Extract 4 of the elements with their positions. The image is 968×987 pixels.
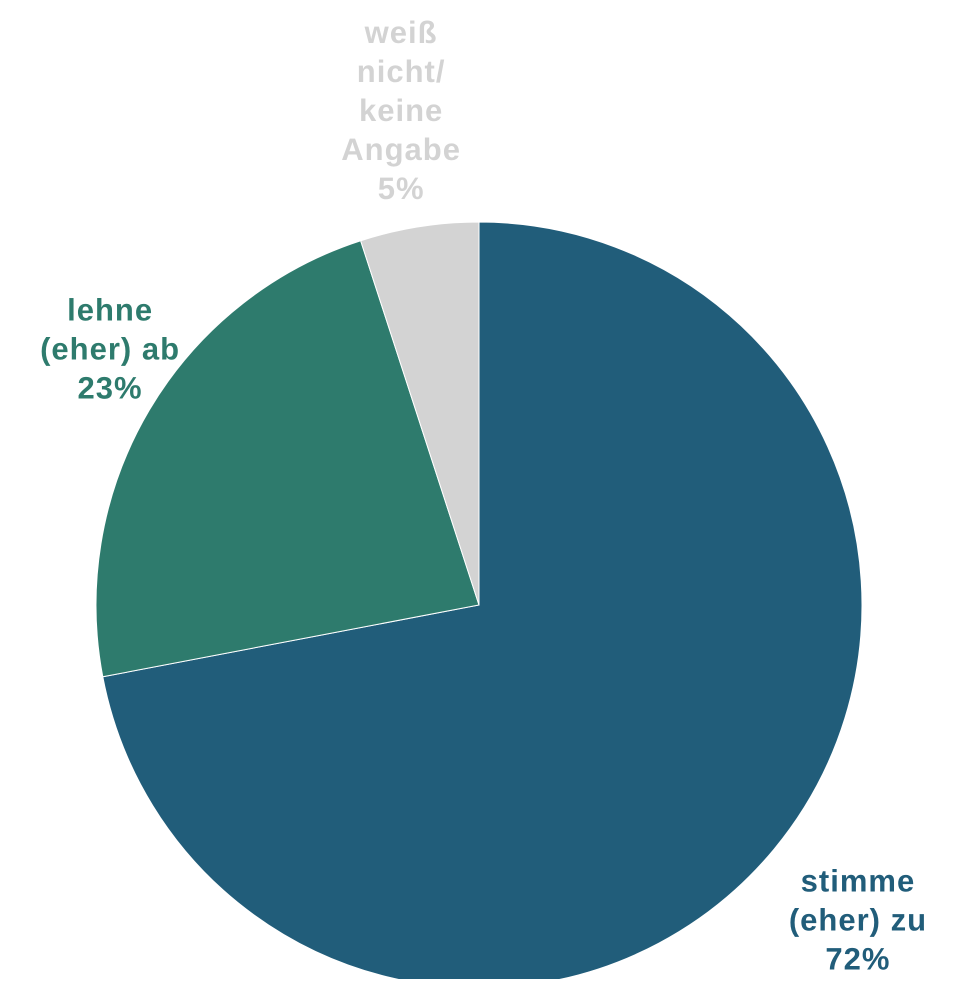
slice-label: stimme (eher) zu (788, 864, 928, 938)
slice-label: lehne (eher) ab (40, 292, 180, 367)
data-label: 23% (78, 370, 143, 406)
data-label: 72% (825, 942, 890, 977)
